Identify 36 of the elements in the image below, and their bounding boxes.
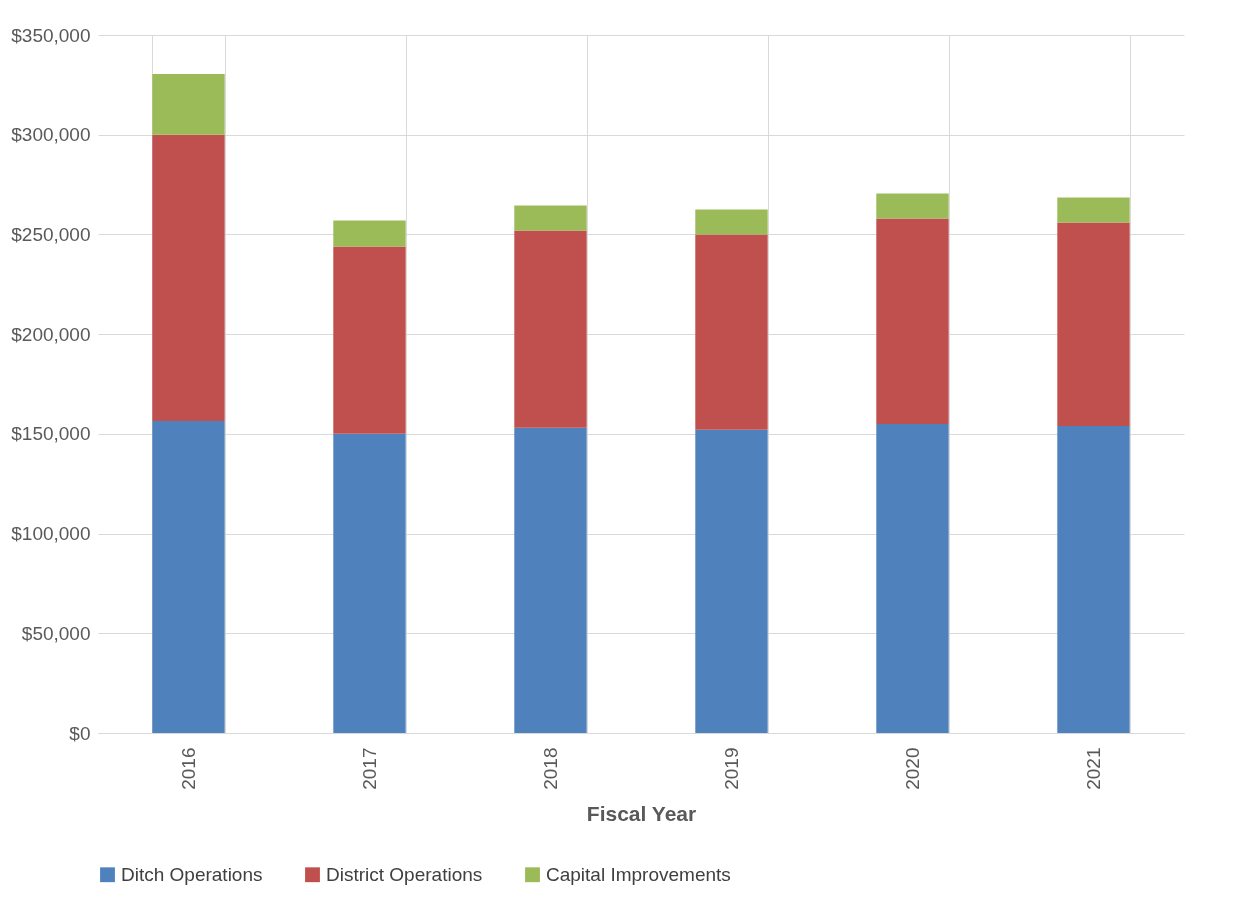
bar xyxy=(333,246,406,434)
bar xyxy=(333,433,406,733)
y-tick-label: $200,000 xyxy=(11,323,91,345)
bar xyxy=(514,205,587,231)
y-tick-label: $250,000 xyxy=(11,223,91,245)
y-tick-label: $350,000 xyxy=(11,24,91,46)
bar xyxy=(695,429,768,733)
bar xyxy=(514,427,587,733)
bar xyxy=(695,234,768,430)
bar xyxy=(152,134,225,421)
legend-label: Ditch Operations xyxy=(121,863,263,885)
x-tick-label: 2020 xyxy=(902,747,923,790)
x-tick-label: 2019 xyxy=(721,747,742,790)
bar xyxy=(876,423,949,733)
x-tick-label: 2018 xyxy=(540,747,561,790)
bar xyxy=(333,220,406,247)
bar xyxy=(1057,425,1130,733)
y-tick-label: $50,000 xyxy=(21,622,91,644)
y-tick-label: $100,000 xyxy=(11,523,91,545)
bar xyxy=(152,420,225,733)
bar xyxy=(514,230,587,428)
bar xyxy=(1057,222,1130,426)
x-axis-title: Fiscal Year xyxy=(586,801,697,825)
x-tick-label: 2016 xyxy=(178,747,199,790)
x-tick-label: 2021 xyxy=(1083,747,1104,790)
legend-label: Capital Improvements xyxy=(546,863,731,885)
bar xyxy=(695,209,768,235)
bar xyxy=(152,73,225,135)
bar xyxy=(876,193,949,219)
y-tick-label: $150,000 xyxy=(11,423,91,445)
x-tick-label: 2017 xyxy=(359,747,380,790)
y-tick-label: $0 xyxy=(69,722,91,744)
legend-label: District Operations xyxy=(326,863,483,885)
y-tick-label: $300,000 xyxy=(11,124,91,146)
bar xyxy=(876,218,949,424)
bar xyxy=(1057,197,1130,223)
